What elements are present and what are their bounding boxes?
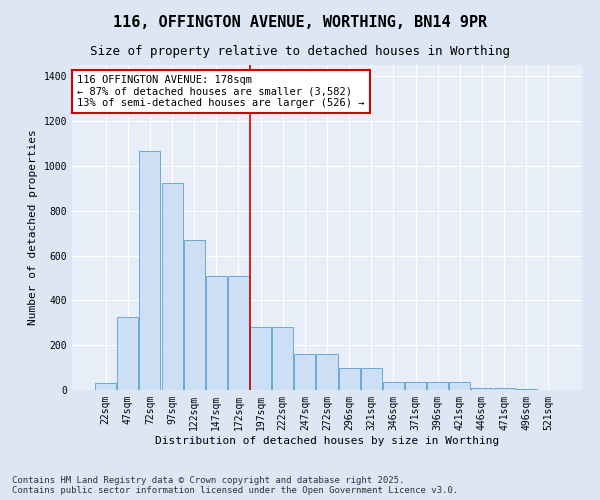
Text: Size of property relative to detached houses in Worthing: Size of property relative to detached ho… xyxy=(90,45,510,58)
Text: 116 OFFINGTON AVENUE: 178sqm
← 87% of detached houses are smaller (3,582)
13% of: 116 OFFINGTON AVENUE: 178sqm ← 87% of de… xyxy=(77,74,365,108)
Bar xyxy=(118,317,139,390)
Bar xyxy=(295,354,316,390)
Bar xyxy=(250,327,271,390)
Text: 116, OFFINGTON AVENUE, WORTHING, BN14 9PR: 116, OFFINGTON AVENUE, WORTHING, BN14 9P… xyxy=(113,15,487,30)
X-axis label: Distribution of detached houses by size in Worthing: Distribution of detached houses by size … xyxy=(155,436,499,446)
Bar xyxy=(139,152,160,390)
Bar xyxy=(361,368,382,390)
Bar xyxy=(515,389,536,390)
Y-axis label: Number of detached properties: Number of detached properties xyxy=(28,130,38,326)
Bar xyxy=(206,276,227,390)
Bar xyxy=(405,382,426,390)
Bar xyxy=(449,382,470,390)
Bar xyxy=(427,382,448,390)
Bar xyxy=(472,388,493,390)
Bar xyxy=(95,384,116,390)
Bar xyxy=(338,368,359,390)
Bar xyxy=(383,382,404,390)
Bar xyxy=(494,388,515,390)
Text: Contains HM Land Registry data © Crown copyright and database right 2025.
Contai: Contains HM Land Registry data © Crown c… xyxy=(12,476,458,495)
Bar xyxy=(272,327,293,390)
Bar xyxy=(316,354,338,390)
Bar xyxy=(161,182,182,390)
Bar xyxy=(228,276,249,390)
Bar xyxy=(184,240,205,390)
